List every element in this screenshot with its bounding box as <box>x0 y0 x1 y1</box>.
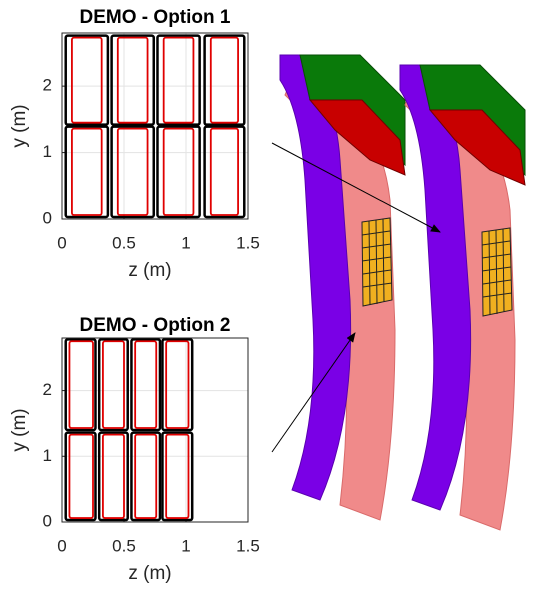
y-axis-label: y (m) <box>9 408 30 451</box>
x-axis-label: z (m) <box>128 563 171 584</box>
render-3d <box>272 55 525 530</box>
y-tick-label: 1 <box>43 142 52 161</box>
y-tick-label: 2 <box>43 380 52 399</box>
y-tick-label: 1 <box>43 446 52 465</box>
x-tick-label: 1.5 <box>236 536 260 555</box>
x-tick-label: 0.5 <box>112 536 136 555</box>
figure: 0 0.5 1 1.5 0 1 2 DEMO - Option 1 z (m) y (m) 0 0.5… <box>0 0 559 600</box>
x-tick-label: 1 <box>181 233 190 252</box>
x-axis-label: z (m) <box>128 260 171 281</box>
coil-model-option-1 <box>280 55 405 520</box>
chart: 0 0.5 1 1.5 0 1 2 DEMO - Option 1 z (m) y (m) <box>9 7 260 281</box>
coil-model-option-2 <box>400 65 525 530</box>
x-tick-label: 1.5 <box>236 233 260 252</box>
x-tick-label: 1 <box>181 536 190 555</box>
chart-title: DEMO - Option 2 <box>80 315 231 336</box>
y-axis-label: y (m) <box>9 104 30 147</box>
x-tick-label: 0.5 <box>112 233 136 252</box>
chart: 0 0.5 1 1.5 0 1 2 DEMO - Option 2 z (m) y (m) <box>9 315 260 584</box>
chart-title: DEMO - Option 1 <box>80 7 231 28</box>
y-tick-label: 0 <box>43 208 52 227</box>
x-tick-label: 0 <box>57 233 66 252</box>
x-tick-label: 0 <box>57 536 66 555</box>
y-tick-label: 0 <box>43 511 52 530</box>
y-tick-label: 2 <box>43 76 52 95</box>
